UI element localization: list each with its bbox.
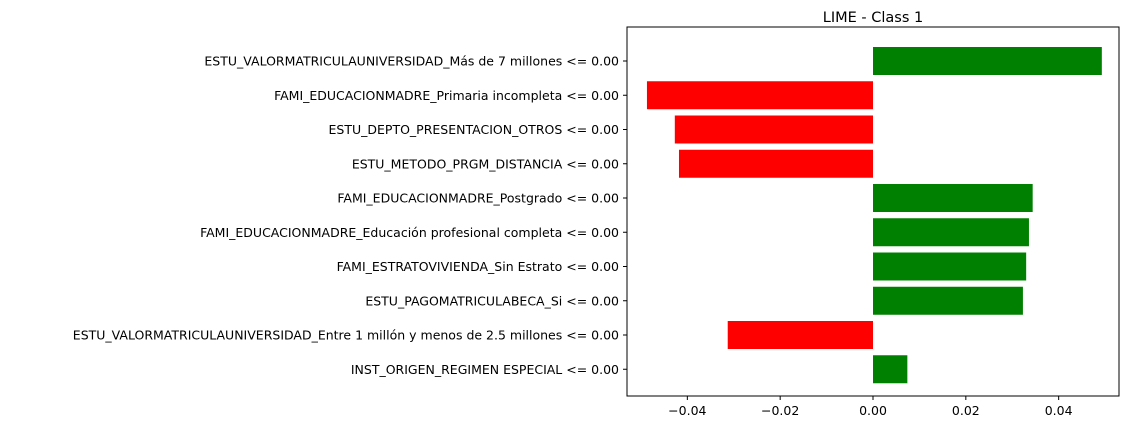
bar	[873, 184, 1033, 212]
bar	[873, 47, 1102, 75]
bar	[646, 81, 873, 110]
y-tick-label: FAMI_EDUCACIONMADRE_Educación profesiona…	[200, 225, 619, 240]
bar	[873, 286, 1023, 315]
y-tick-label: INST_ORIGEN_REGIMEN ESPECIAL <= 0.00	[351, 362, 619, 377]
bar	[727, 321, 873, 349]
x-tick-label: 0.02	[952, 403, 980, 418]
y-tick-labels: ESTU_VALORMATRICULAUNIVERSIDAD_Más de 7 …	[73, 54, 627, 377]
bar	[873, 252, 1027, 281]
x-tick-label: −0.02	[761, 403, 799, 418]
bar	[678, 149, 873, 178]
bar	[873, 218, 1029, 247]
x-tick-label: 0.04	[1045, 403, 1073, 418]
y-tick-label: ESTU_VALORMATRICULAUNIVERSIDAD_Más de 7 …	[204, 54, 619, 69]
x-tick-label: −0.04	[668, 403, 706, 418]
bar-group	[646, 47, 1102, 384]
bar	[873, 355, 908, 384]
y-tick-label: ESTU_PAGOMATRICULABECA_Si <= 0.00	[365, 293, 619, 308]
y-tick-label: ESTU_DEPTO_PRESENTACION_OTROS <= 0.00	[329, 122, 620, 137]
x-tick-label: 0.00	[859, 403, 887, 418]
chart-title: LIME - Class 1	[823, 10, 923, 26]
y-tick-label: FAMI_EDUCACIONMADRE_Primaria incompleta …	[274, 88, 619, 103]
y-tick-label: ESTU_METODO_PRGM_DISTANCIA <= 0.00	[352, 156, 619, 171]
y-tick-label: FAMI_ESTRATOVIVIENDA_Sin Estrato <= 0.00	[337, 259, 619, 274]
x-ticks: −0.04 −0.02 0.00 0.02 0.04	[668, 396, 1073, 418]
y-tick-label: ESTU_VALORMATRICULAUNIVERSIDAD_Entre 1 m…	[73, 328, 619, 343]
axes-frame	[626, 26, 1120, 397]
y-tick-label: FAMI_EDUCACIONMADRE_Postgrado <= 0.00	[337, 191, 619, 206]
bar	[674, 115, 873, 144]
